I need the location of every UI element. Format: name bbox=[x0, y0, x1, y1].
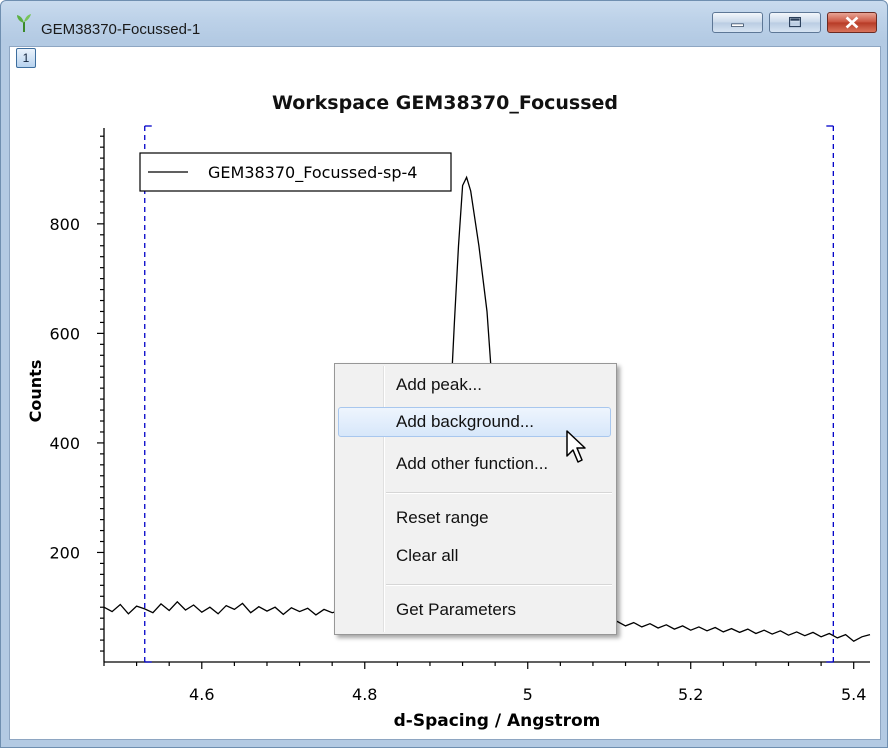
mantid-plant-icon bbox=[17, 14, 31, 32]
menu-item-add-other-function[interactable]: Add other function... bbox=[396, 454, 549, 473]
y-tick-label: 800 bbox=[49, 215, 80, 234]
title-bar[interactable]: GEM38370-Focussed-1 bbox=[1, 1, 887, 41]
close-icon bbox=[845, 16, 859, 29]
y-tick-label: 200 bbox=[49, 543, 80, 562]
menu-item-clear-all[interactable]: Clear all bbox=[396, 546, 459, 565]
menu-item-get-parameters[interactable]: Get Parameters bbox=[396, 600, 516, 619]
menu-icon-gutter bbox=[383, 366, 385, 632]
window-title: GEM38370-Focussed-1 bbox=[41, 21, 201, 38]
minimize-icon bbox=[731, 23, 744, 27]
y-axis-label: Counts bbox=[26, 360, 45, 423]
series-line bbox=[103, 175, 871, 642]
close-button[interactable] bbox=[827, 12, 877, 33]
chart-title: Workspace GEM38370_Focussed bbox=[271, 92, 619, 114]
x-tick-label: 4.8 bbox=[352, 685, 377, 704]
minimize-button[interactable] bbox=[712, 12, 763, 33]
menu-item-add-background[interactable]: Add background... bbox=[338, 407, 611, 437]
legend-box bbox=[139, 152, 452, 192]
layer-button[interactable]: 1 bbox=[16, 48, 36, 68]
y-tick-label: 400 bbox=[49, 434, 80, 453]
menu-separator bbox=[386, 492, 612, 494]
menu-separator bbox=[386, 584, 612, 586]
menu-item-reset-range[interactable]: Reset range bbox=[396, 508, 489, 527]
x-tick-label: 5.2 bbox=[678, 685, 703, 704]
x-tick-label: 5.4 bbox=[841, 685, 866, 704]
maximize-button[interactable] bbox=[769, 12, 821, 33]
mouse-pointer-icon bbox=[566, 430, 586, 463]
y-tick-label: 600 bbox=[49, 324, 80, 343]
context-menu: Add peak... Add background... Add other … bbox=[334, 363, 617, 635]
x-tick-label: 4.6 bbox=[189, 685, 214, 704]
legend-entry-label: GEM38370_Focussed-sp-4 bbox=[208, 163, 417, 183]
x-tick-label: 5 bbox=[523, 685, 533, 704]
maximize-icon bbox=[789, 16, 801, 28]
menu-item-add-peak[interactable]: Add peak... bbox=[396, 375, 483, 394]
x-axis-label: d-Spacing / Angstrom bbox=[394, 711, 601, 731]
